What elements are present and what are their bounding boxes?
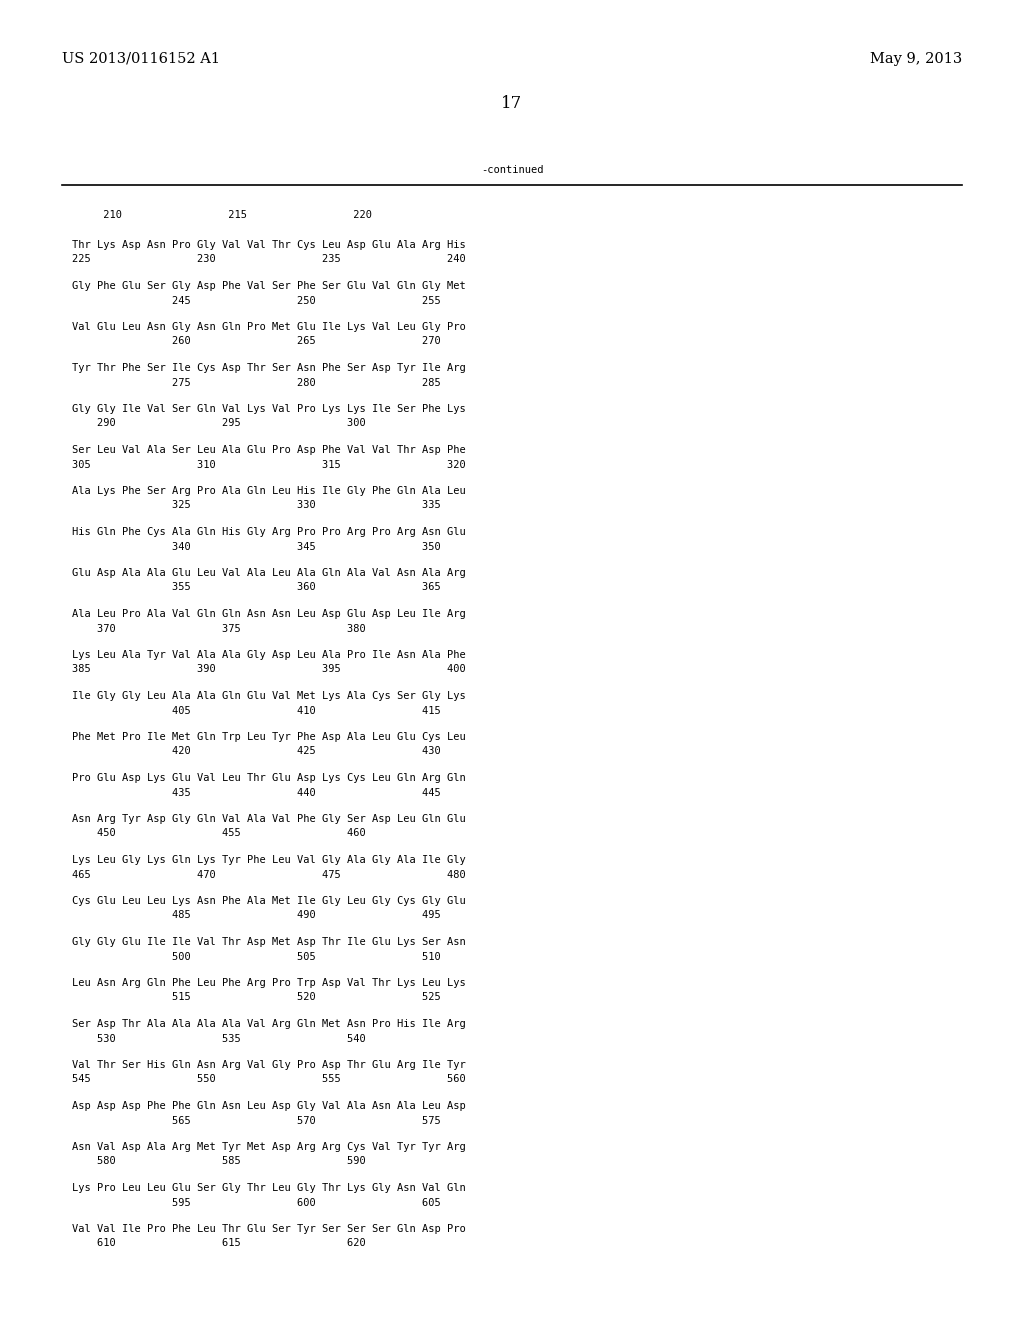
Text: 210                 215                 220: 210 215 220 [72,210,372,220]
Text: Lys Leu Gly Lys Gln Lys Tyr Phe Leu Val Gly Ala Gly Ala Ile Gly: Lys Leu Gly Lys Gln Lys Tyr Phe Leu Val … [72,855,466,865]
Text: 500                 505                 510: 500 505 510 [72,952,440,961]
Text: Ala Lys Phe Ser Arg Pro Ala Gln Leu His Ile Gly Phe Gln Ala Leu: Ala Lys Phe Ser Arg Pro Ala Gln Leu His … [72,486,466,496]
Text: 595                 600                 605: 595 600 605 [72,1197,440,1208]
Text: Glu Asp Ala Ala Glu Leu Val Ala Leu Ala Gln Ala Val Asn Ala Arg: Glu Asp Ala Ala Glu Leu Val Ala Leu Ala … [72,568,466,578]
Text: 275                 280                 285: 275 280 285 [72,378,440,388]
Text: 17: 17 [502,95,522,112]
Text: Gly Gly Ile Val Ser Gln Val Lys Val Pro Lys Lys Ile Ser Phe Lys: Gly Gly Ile Val Ser Gln Val Lys Val Pro … [72,404,466,414]
Text: 340                 345                 350: 340 345 350 [72,541,440,552]
Text: Cys Glu Leu Leu Lys Asn Phe Ala Met Ile Gly Leu Gly Cys Gly Glu: Cys Glu Leu Leu Lys Asn Phe Ala Met Ile … [72,896,466,906]
Text: 450                 455                 460: 450 455 460 [72,829,366,838]
Text: Lys Leu Ala Tyr Val Ala Ala Gly Asp Leu Ala Pro Ile Asn Ala Phe: Lys Leu Ala Tyr Val Ala Ala Gly Asp Leu … [72,649,466,660]
Text: Gly Phe Glu Ser Gly Asp Phe Val Ser Phe Ser Glu Val Gln Gly Met: Gly Phe Glu Ser Gly Asp Phe Val Ser Phe … [72,281,466,290]
Text: 290                 295                 300: 290 295 300 [72,418,366,429]
Text: 565                 570                 575: 565 570 575 [72,1115,440,1126]
Text: 385                 390                 395                 400: 385 390 395 400 [72,664,466,675]
Text: Asn Val Asp Ala Arg Met Tyr Met Asp Arg Arg Cys Val Tyr Tyr Arg: Asn Val Asp Ala Arg Met Tyr Met Asp Arg … [72,1142,466,1152]
Text: 355                 360                 365: 355 360 365 [72,582,440,593]
Text: 305                 310                 315                 320: 305 310 315 320 [72,459,466,470]
Text: 515                 520                 525: 515 520 525 [72,993,440,1002]
Text: Ile Gly Gly Leu Ala Ala Gln Glu Val Met Lys Ala Cys Ser Gly Lys: Ile Gly Gly Leu Ala Ala Gln Glu Val Met … [72,690,466,701]
Text: Gly Gly Glu Ile Ile Val Thr Asp Met Asp Thr Ile Glu Lys Ser Asn: Gly Gly Glu Ile Ile Val Thr Asp Met Asp … [72,937,466,946]
Text: Thr Lys Asp Asn Pro Gly Val Val Thr Cys Leu Asp Glu Ala Arg His: Thr Lys Asp Asn Pro Gly Val Val Thr Cys … [72,240,466,249]
Text: 530                 535                 540: 530 535 540 [72,1034,366,1044]
Text: Pro Glu Asp Lys Glu Val Leu Thr Glu Asp Lys Cys Leu Gln Arg Gln: Pro Glu Asp Lys Glu Val Leu Thr Glu Asp … [72,774,466,783]
Text: 465                 470                 475                 480: 465 470 475 480 [72,870,466,879]
Text: Asn Arg Tyr Asp Gly Gln Val Ala Val Phe Gly Ser Asp Leu Gln Glu: Asn Arg Tyr Asp Gly Gln Val Ala Val Phe … [72,814,466,824]
Text: 245                 250                 255: 245 250 255 [72,296,440,305]
Text: 485                 490                 495: 485 490 495 [72,911,440,920]
Text: 435                 440                 445: 435 440 445 [72,788,440,797]
Text: Ser Leu Val Ala Ser Leu Ala Glu Pro Asp Phe Val Val Thr Asp Phe: Ser Leu Val Ala Ser Leu Ala Glu Pro Asp … [72,445,466,455]
Text: Lys Pro Leu Leu Glu Ser Gly Thr Leu Gly Thr Lys Gly Asn Val Gln: Lys Pro Leu Leu Glu Ser Gly Thr Leu Gly … [72,1183,466,1193]
Text: US 2013/0116152 A1: US 2013/0116152 A1 [62,51,220,66]
Text: His Gln Phe Cys Ala Gln His Gly Arg Pro Pro Arg Pro Arg Asn Glu: His Gln Phe Cys Ala Gln His Gly Arg Pro … [72,527,466,537]
Text: 405                 410                 415: 405 410 415 [72,705,440,715]
Text: Ala Leu Pro Ala Val Gln Gln Asn Asn Leu Asp Glu Asp Leu Ile Arg: Ala Leu Pro Ala Val Gln Gln Asn Asn Leu … [72,609,466,619]
Text: 545                 550                 555                 560: 545 550 555 560 [72,1074,466,1085]
Text: -continued: -continued [480,165,544,176]
Text: 580                 585                 590: 580 585 590 [72,1156,366,1167]
Text: 420                 425                 430: 420 425 430 [72,747,440,756]
Text: Ser Asp Thr Ala Ala Ala Ala Val Arg Gln Met Asn Pro His Ile Arg: Ser Asp Thr Ala Ala Ala Ala Val Arg Gln … [72,1019,466,1030]
Text: 325                 330                 335: 325 330 335 [72,500,440,511]
Text: Val Thr Ser His Gln Asn Arg Val Gly Pro Asp Thr Glu Arg Ile Tyr: Val Thr Ser His Gln Asn Arg Val Gly Pro … [72,1060,466,1071]
Text: Val Val Ile Pro Phe Leu Thr Glu Ser Tyr Ser Ser Ser Gln Asp Pro: Val Val Ile Pro Phe Leu Thr Glu Ser Tyr … [72,1224,466,1234]
Text: 610                 615                 620: 610 615 620 [72,1238,366,1249]
Text: 225                 230                 235                 240: 225 230 235 240 [72,255,466,264]
Text: Tyr Thr Phe Ser Ile Cys Asp Thr Ser Asn Phe Ser Asp Tyr Ile Arg: Tyr Thr Phe Ser Ile Cys Asp Thr Ser Asn … [72,363,466,374]
Text: Leu Asn Arg Gln Phe Leu Phe Arg Pro Trp Asp Val Thr Lys Leu Lys: Leu Asn Arg Gln Phe Leu Phe Arg Pro Trp … [72,978,466,987]
Text: May 9, 2013: May 9, 2013 [869,51,962,66]
Text: Phe Met Pro Ile Met Gln Trp Leu Tyr Phe Asp Ala Leu Glu Cys Leu: Phe Met Pro Ile Met Gln Trp Leu Tyr Phe … [72,733,466,742]
Text: 370                 375                 380: 370 375 380 [72,623,366,634]
Text: 260                 265                 270: 260 265 270 [72,337,440,346]
Text: Val Glu Leu Asn Gly Asn Gln Pro Met Glu Ile Lys Val Leu Gly Pro: Val Glu Leu Asn Gly Asn Gln Pro Met Glu … [72,322,466,333]
Text: Asp Asp Asp Phe Phe Gln Asn Leu Asp Gly Val Ala Asn Ala Leu Asp: Asp Asp Asp Phe Phe Gln Asn Leu Asp Gly … [72,1101,466,1111]
